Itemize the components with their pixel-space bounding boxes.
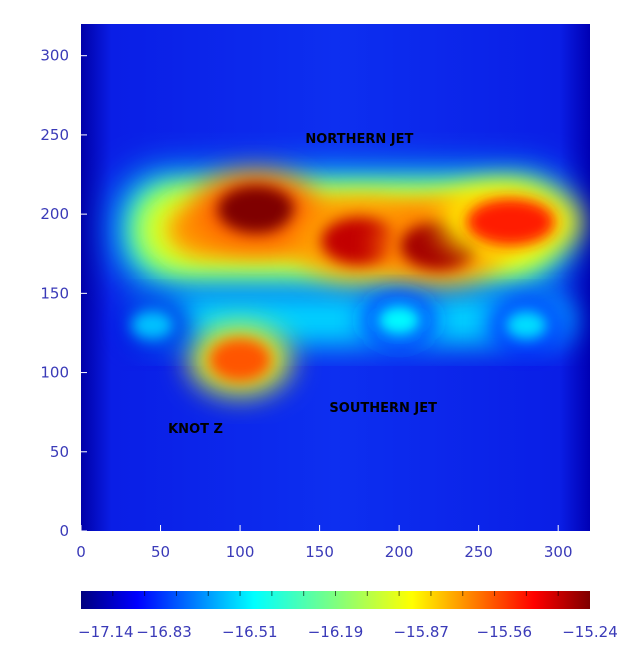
y-tick-label: 50 — [50, 443, 69, 461]
y-tick-label: 250 — [40, 126, 69, 144]
x-tick-label: 0 — [76, 543, 86, 561]
x-axis: 0 50 100 150 200 250 300 — [76, 525, 573, 561]
colorbar-tick-label: −15.87 — [393, 623, 449, 641]
emission-feature — [321, 217, 398, 265]
colorbar-tick-label: −16.19 — [308, 623, 364, 641]
x-tick-label: 200 — [385, 543, 414, 561]
x-tick-label: 50 — [151, 543, 170, 561]
colorbar: −17.14 −16.83 −16.51 −16.19 −15.87 −15.56 −15.… — [78, 591, 618, 641]
colorbar-tick-label: −16.51 — [222, 623, 278, 641]
y-tick-label: 0 — [59, 522, 69, 540]
y-tick-label: 200 — [40, 205, 69, 223]
colorbar-tick-label: −17.14 — [78, 623, 134, 641]
heatmap-plot: NORTHERN JET SOUTHERN JET KNOT Z — [81, 24, 590, 531]
colorbar-tick-label: −15.24 — [562, 623, 618, 641]
x-tick-label: 150 — [305, 543, 334, 561]
colorbar-tick-label: −16.83 — [136, 623, 192, 641]
emission-feature — [130, 309, 175, 341]
x-tick-label: 300 — [544, 543, 573, 561]
y-tick-label: 150 — [40, 284, 69, 302]
emission-feature — [504, 309, 549, 341]
emission-feature — [217, 185, 295, 234]
x-tick-label: 250 — [464, 543, 493, 561]
annotation-label: NORTHERN JET — [305, 132, 413, 147]
y-tick-label: 100 — [40, 364, 69, 382]
colorbar-tick-label: −15.56 — [477, 623, 533, 641]
emission-feature — [376, 304, 422, 337]
emission-feature — [208, 337, 272, 383]
emission-feature — [465, 198, 556, 246]
y-tick-label: 300 — [40, 47, 69, 65]
annotation-label: SOUTHERN JET — [329, 401, 437, 416]
annotation-label: KNOT Z — [168, 422, 223, 437]
x-tick-label: 100 — [226, 543, 255, 561]
y-axis: 0 50 100 150 200 250 300 — [40, 47, 87, 540]
